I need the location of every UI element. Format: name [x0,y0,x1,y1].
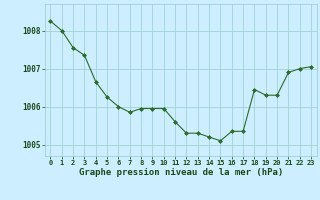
X-axis label: Graphe pression niveau de la mer (hPa): Graphe pression niveau de la mer (hPa) [79,168,283,177]
